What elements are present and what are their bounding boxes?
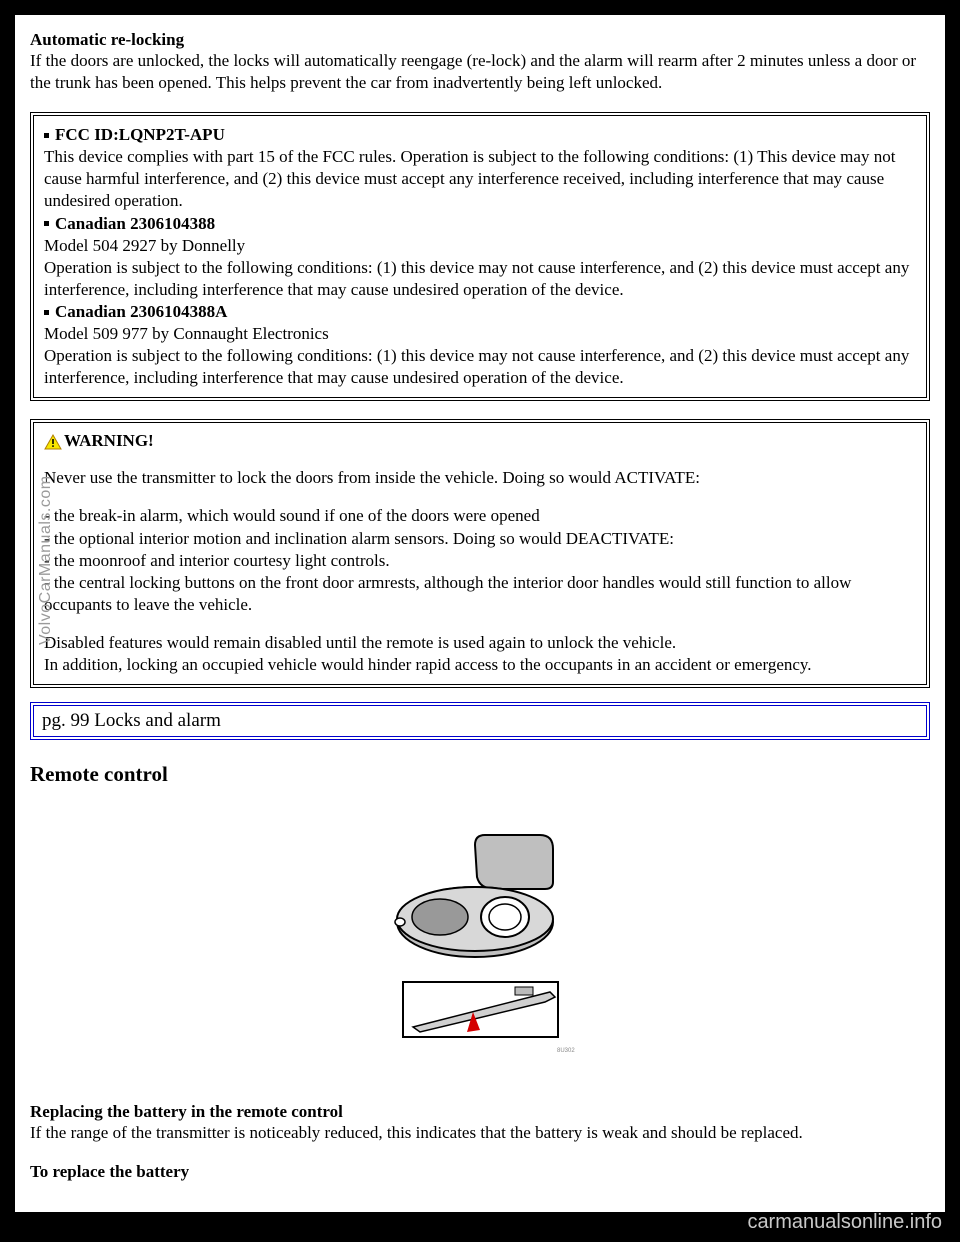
warning-item-3: - the central locking buttons on the fro…	[44, 572, 916, 616]
warning-header: WARNING!	[44, 431, 916, 451]
warning-item-label: the moonroof and interior courtesy light…	[54, 551, 390, 570]
can2-model: Model 509 977 by Connaught Electronics	[44, 323, 916, 345]
warning-item-label: the optional interior motion and inclina…	[54, 529, 674, 548]
footer-watermark: carmanualsonline.info	[747, 1211, 942, 1234]
warning-box: WARNING! Never use the transmitter to lo…	[30, 419, 930, 688]
replace-battery-section: Replacing the battery in the remote cont…	[30, 1102, 930, 1144]
can1-head: Canadian 2306104388	[55, 214, 215, 233]
warning-item-label: the break-in alarm, which would sound if…	[54, 506, 540, 525]
warning-item-0: - the break-in alarm, which would sound …	[44, 505, 916, 527]
warning-note-1: Disabled features would remain disabled …	[44, 632, 916, 654]
compliance-box: FCC ID:LQNP2T-APU This device complies w…	[30, 112, 930, 401]
warning-title: WARNING!	[64, 431, 154, 450]
warning-item-1: - the optional interior motion and incli…	[44, 528, 916, 550]
manual-page: Automatic re-locking If the doors are un…	[15, 15, 945, 1212]
replace-battery-title: Replacing the battery in the remote cont…	[30, 1102, 343, 1121]
can1-row: Canadian 2306104388	[44, 213, 916, 235]
remote-figure: 8U3021M01	[30, 827, 930, 1062]
fcc-head: FCC ID:LQNP2T-APU	[55, 125, 225, 144]
replace-battery-text: If the range of the transmitter is notic…	[30, 1122, 930, 1144]
to-replace-heading: To replace the battery	[30, 1162, 930, 1182]
fcc-text: This device complies with part 15 of the…	[44, 146, 916, 212]
fcc-row: FCC ID:LQNP2T-APU	[44, 124, 916, 146]
warning-item-2: - the moonroof and interior courtesy lig…	[44, 550, 916, 572]
bullet-icon	[44, 133, 49, 138]
remote-illustration-icon: 8U3021M01	[385, 827, 575, 1057]
page-index: pg. 99 Locks and alarm	[30, 702, 930, 740]
auto-relocking-section: Automatic re-locking If the doors are un…	[30, 30, 930, 94]
auto-relocking-text: If the doors are unlocked, the locks wil…	[30, 50, 930, 94]
warning-note-2: In addition, locking an occupied vehicle…	[44, 654, 916, 676]
warning-triangle-icon	[44, 434, 62, 450]
warning-item-label: the central locking buttons on the front…	[44, 573, 851, 614]
bullet-icon	[44, 221, 49, 226]
can1-model: Model 504 2927 by Donnelly	[44, 235, 916, 257]
remote-control-heading: Remote control	[30, 762, 930, 787]
side-watermark: VolvoCarManuals.com	[37, 475, 55, 645]
can2-text: Operation is subject to the following co…	[44, 345, 916, 389]
warning-intro: Never use the transmitter to lock the do…	[44, 467, 916, 489]
bullet-icon	[44, 310, 49, 315]
can2-row: Canadian 2306104388A	[44, 301, 916, 323]
svg-text:8U3021M01: 8U3021M01	[557, 1048, 575, 1054]
can2-head: Canadian 2306104388A	[55, 302, 227, 321]
can1-text: Operation is subject to the following co…	[44, 257, 916, 301]
auto-relocking-title: Automatic re-locking	[30, 30, 184, 49]
